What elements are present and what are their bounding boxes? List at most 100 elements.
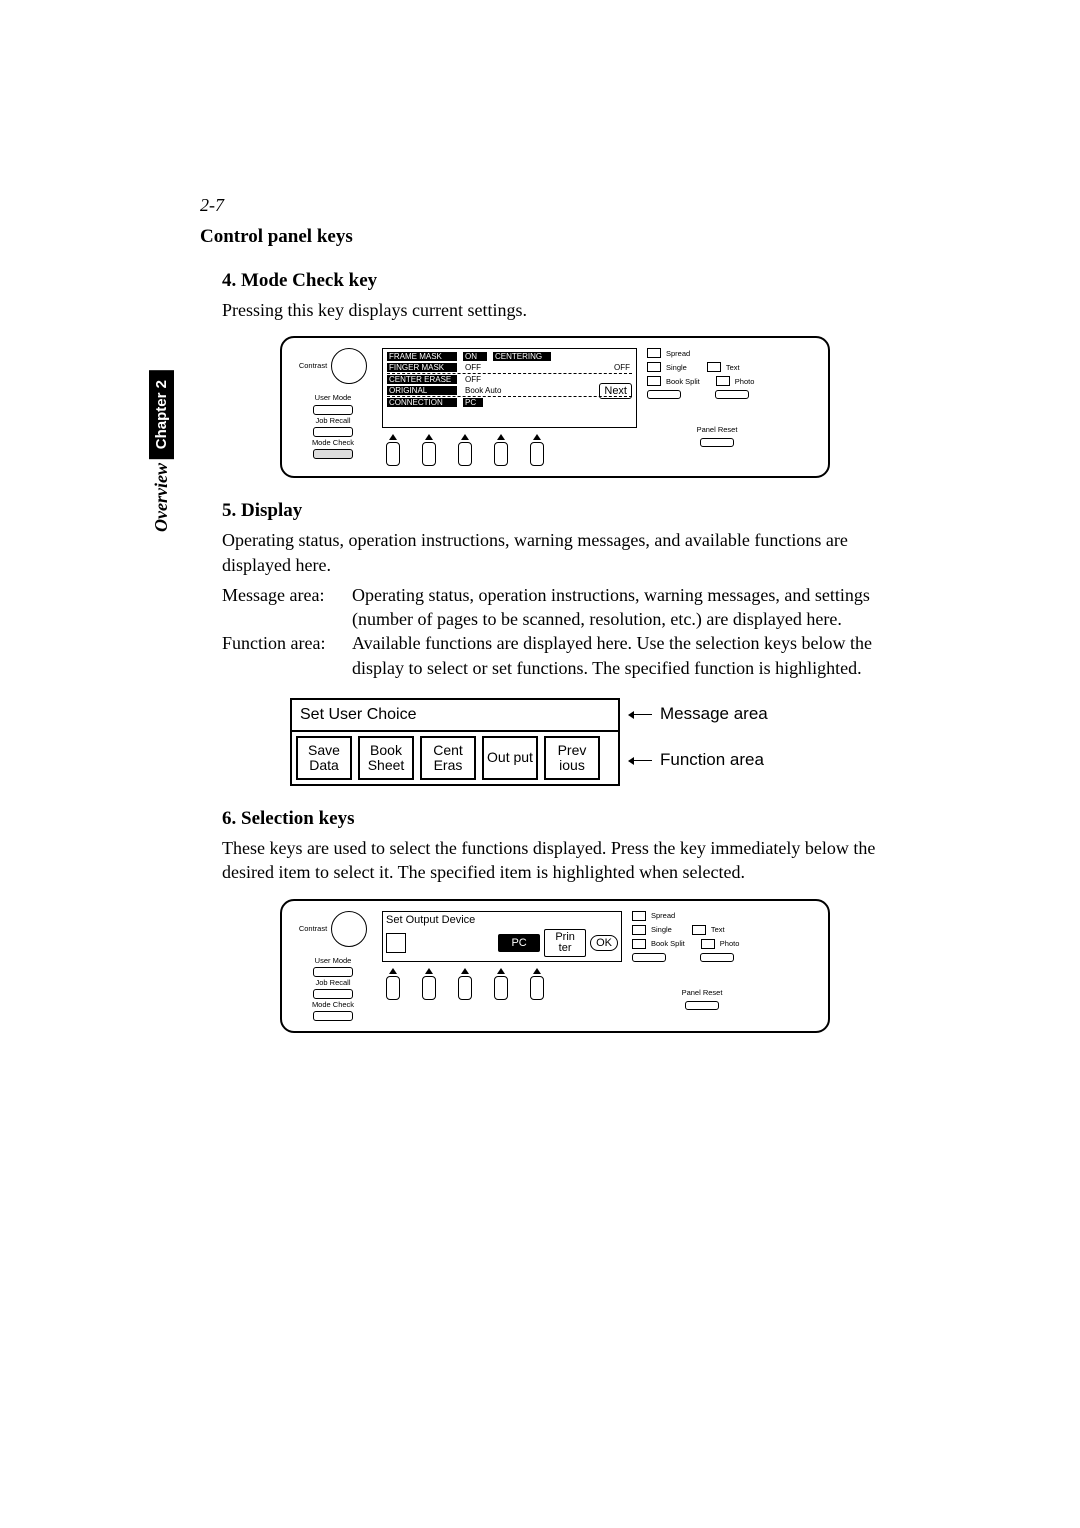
selection-key[interactable] — [422, 976, 436, 1000]
printer-button[interactable]: Prin ter — [544, 929, 586, 957]
booksplit-label: Book Split — [651, 939, 685, 948]
screen-r3b: OFF — [463, 375, 483, 384]
panel2-right: Spread Single Text Book Split Photo Pane… — [632, 911, 772, 1010]
panel1-right: Spread Single Text Book Split Photo Pane… — [647, 348, 787, 447]
selection-keys-row — [386, 968, 622, 1000]
selection-key[interactable] — [458, 976, 472, 1000]
text-label: Text — [726, 363, 740, 372]
selection-key[interactable] — [494, 976, 508, 1000]
fn-save-data[interactable]: Save Data — [296, 736, 352, 780]
arrow-up-icon — [497, 434, 505, 440]
sec4-heading: 4. Mode Check key — [222, 270, 920, 292]
pc-button[interactable]: PC — [498, 934, 540, 952]
indicator-icon — [386, 933, 406, 953]
plusminus-icon — [632, 939, 646, 949]
usermode-button[interactable] — [313, 405, 353, 415]
single-label: Single — [666, 363, 687, 372]
msg-area-label: Message area: — [222, 583, 352, 632]
selection-key[interactable] — [494, 442, 508, 466]
fn-cent-eras[interactable]: Cent Eras — [420, 736, 476, 780]
panelreset-button[interactable] — [700, 438, 734, 447]
selection-key[interactable] — [458, 442, 472, 466]
mode-small-button[interactable] — [715, 390, 749, 399]
panelreset-label: Panel Reset — [632, 988, 772, 997]
screen-r2a: FINGER MASK — [387, 363, 457, 372]
modecheck-label: Mode Check — [312, 1001, 354, 1009]
mode-small-button[interactable] — [700, 953, 734, 962]
modecheck-button[interactable] — [313, 1011, 353, 1021]
arrow-up-icon — [389, 968, 397, 974]
panel1-left: Contrast User Mode Job Recall Mode Check — [294, 348, 372, 459]
lcd-function-area: Save Data Book Sheet Cent Eras Out put P… — [292, 732, 618, 784]
single-icon — [632, 925, 646, 935]
jobrecall-button[interactable] — [313, 989, 353, 999]
jobrecall-button[interactable] — [313, 427, 353, 437]
screen-r4b: Book Auto — [463, 386, 503, 395]
selection-key[interactable] — [422, 442, 436, 466]
screen2-title: Set Output Device — [386, 914, 618, 926]
photo-label: Photo — [735, 377, 755, 386]
section-title: Control panel keys — [200, 226, 920, 248]
screen-r3a: CENTER ERASE — [387, 375, 457, 384]
msg-area-text: Operating status, operation instructions… — [352, 583, 920, 632]
screen-r1a: FRAME MASK — [387, 352, 457, 361]
selection-key[interactable] — [386, 976, 400, 1000]
photo-icon — [716, 376, 730, 386]
panel2-figure: Contrast User Mode Job Recall Mode Check… — [280, 899, 830, 1034]
mode-small-button[interactable] — [647, 390, 681, 399]
fn-book-sheet[interactable]: Book Sheet — [358, 736, 414, 780]
sec4-text: Pressing this key displays current setti… — [222, 298, 920, 322]
panel1-screen: FRAME MASK ON CENTERING FINGER MASK OFF … — [382, 348, 637, 428]
page-number: 2-7 — [200, 195, 920, 216]
text-icon — [692, 925, 706, 935]
single-label: Single — [651, 925, 672, 934]
modecheck-button[interactable] — [313, 449, 353, 459]
screen-r5a: CONNECTION — [387, 398, 457, 407]
booksplit-label: Book Split — [666, 377, 700, 386]
screen-r2b: OFF — [463, 363, 483, 372]
modecheck-label: Mode Check — [312, 439, 354, 447]
spread-label: Spread — [666, 349, 690, 358]
arrow-up-icon — [533, 968, 541, 974]
plusminus-icon — [647, 376, 661, 386]
sec6-text: These keys are used to select the functi… — [222, 836, 920, 885]
screen-r1c: CENTERING — [493, 352, 551, 361]
annot-function: Function area — [660, 750, 764, 770]
fn-previous[interactable]: Prev ious — [544, 736, 600, 780]
arrow-up-icon — [497, 968, 505, 974]
arrow-up-icon — [461, 434, 469, 440]
spread-icon — [647, 348, 661, 358]
display-figure: Set User Choice Save Data Book Sheet Cen… — [290, 698, 920, 786]
lcd: Set User Choice Save Data Book Sheet Cen… — [290, 698, 620, 786]
fn-output[interactable]: Out put — [482, 736, 538, 780]
screen-r5b: PC — [463, 398, 483, 407]
screen-r1b: ON — [463, 352, 487, 361]
panelreset-button[interactable] — [685, 1001, 719, 1010]
screen-r4a: ORIGINAL — [387, 386, 457, 395]
fn-area-text: Available functions are displayed here. … — [352, 631, 920, 680]
photo-label: Photo — [720, 939, 740, 948]
annot-message: Message area — [660, 704, 768, 724]
panelreset-label: Panel Reset — [647, 425, 787, 434]
contrast-label: Contrast — [299, 362, 327, 370]
side-tab: Chapter 2 Overview — [142, 370, 180, 580]
ok-button[interactable]: OK — [590, 935, 618, 951]
arrow-up-icon — [389, 434, 397, 440]
panel2-left: Contrast User Mode Job Recall Mode Check — [294, 911, 372, 1022]
sec5-heading: 5. Display — [222, 500, 920, 522]
text-label: Text — [711, 925, 725, 934]
selection-key[interactable] — [386, 442, 400, 466]
usermode-label: User Mode — [315, 957, 352, 965]
contrast-dial-icon[interactable] — [331, 348, 367, 384]
fn-area-label: Function area: — [222, 631, 352, 680]
selection-keys-row — [386, 434, 637, 466]
selection-key[interactable] — [530, 976, 544, 1000]
lcd-message-area: Set User Choice — [292, 700, 618, 732]
sec5-p1: Operating status, operation instructions… — [222, 528, 920, 577]
usermode-button[interactable] — [313, 967, 353, 977]
selection-key[interactable] — [530, 442, 544, 466]
contrast-dial-icon[interactable] — [331, 911, 367, 947]
mode-small-button[interactable] — [632, 953, 666, 962]
single-icon — [647, 362, 661, 372]
usermode-label: User Mode — [315, 394, 352, 402]
